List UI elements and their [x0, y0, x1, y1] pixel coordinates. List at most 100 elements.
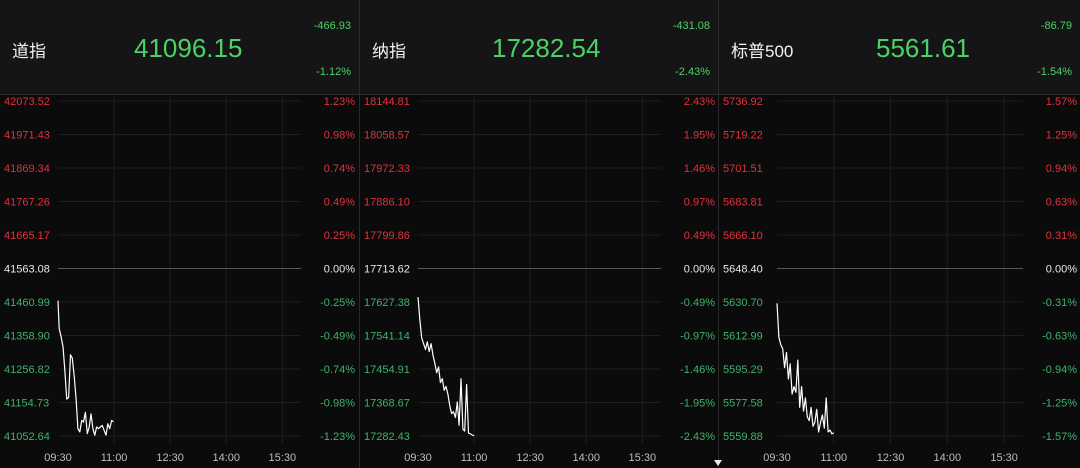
x-axis-time-label: 14:00 [212, 452, 240, 464]
y-axis-percent-label: -0.98% [320, 398, 355, 410]
y-axis-price-label: 17282.43 [364, 431, 410, 443]
y-axis-price-label: 5701.51 [723, 163, 763, 175]
y-axis-percent-label: 0.31% [1046, 230, 1077, 242]
y-axis-percent-label: 0.49% [324, 197, 355, 209]
y-axis-price-label: 5648.40 [723, 264, 763, 276]
index-name: 纳指 [372, 42, 406, 61]
index-panel-nasdaq[interactable]: 纳指 17282.54 -431.08 -2.43% 18144.81 18058… [359, 0, 718, 468]
price-line [776, 303, 835, 435]
y-axis-percent-label: 1.57% [1046, 96, 1077, 108]
y-axis-percent-label: -0.94% [1042, 364, 1077, 376]
intraday-chart-sp500[interactable]: 5736.92 5719.22 5701.51 5683.81 5666.10 5648.… [719, 95, 1080, 468]
y-axis-price-label: 17454.91 [364, 364, 410, 376]
x-axis-time-label: 12:30 [516, 452, 544, 464]
y-axis-percent-label: -0.31% [1042, 297, 1077, 309]
y-axis-price-label: 5719.22 [723, 130, 763, 142]
y-axis-price-label: 17713.62 [364, 264, 410, 276]
y-axis-price-label: 5736.92 [723, 96, 763, 108]
y-axis-price-label: 5595.29 [723, 364, 763, 376]
x-axis-time-label: 11:00 [820, 452, 847, 464]
y-axis-percent-label: -1.23% [320, 431, 355, 443]
x-axis-time-label: 15:30 [990, 452, 1018, 464]
price-line [417, 297, 475, 437]
y-axis-price-label: 41563.08 [4, 264, 50, 276]
y-axis-price-label: 18058.57 [364, 130, 410, 142]
y-axis-percent-label: 0.00% [684, 264, 715, 276]
y-axis-price-label: 17972.33 [364, 163, 410, 175]
x-axis-time-label: 15:30 [269, 452, 297, 464]
intraday-chart-dow[interactable]: 42073.52 41971.43 41869.34 41767.26 41665.17… [0, 95, 359, 468]
price-change-percent: -1.54% [1037, 66, 1072, 78]
y-axis-percent-label: -2.43% [680, 431, 715, 443]
y-axis-percent-label: 1.25% [1046, 130, 1077, 142]
y-axis-price-label: 17799.86 [364, 230, 410, 242]
price-change: -431.08 [672, 20, 710, 32]
y-axis-percent-label: -1.95% [680, 398, 715, 410]
y-axis-price-label: 41460.99 [4, 297, 50, 309]
y-axis-percent-label: -0.49% [680, 297, 715, 309]
quote-header: 道指 41096.15 -466.93 -1.12% [0, 0, 359, 95]
y-axis-percent-label: 0.49% [684, 230, 715, 242]
price-change-percent: -1.12% [316, 66, 351, 78]
y-axis-price-label: 41154.73 [4, 398, 49, 410]
y-axis-percent-label: -0.74% [320, 364, 355, 376]
y-axis-price-label: 17627.38 [364, 297, 410, 309]
y-axis-percent-label: 1.95% [684, 130, 715, 142]
index-price: 5561.61 [876, 33, 970, 63]
price-change: -86.79 [1040, 20, 1072, 32]
y-axis-percent-label: 1.23% [324, 96, 355, 108]
index-panel-dow[interactable]: 道指 41096.15 -466.93 -1.12% 42073.52 41971… [0, 0, 359, 468]
y-axis-percent-label: -1.57% [1042, 431, 1077, 443]
y-axis-percent-label: 0.00% [1046, 264, 1077, 276]
index-name: 道指 [12, 42, 46, 61]
price-change: -466.93 [313, 20, 351, 32]
y-axis-price-label: 41971.43 [4, 130, 50, 142]
x-axis-time-label: 15:30 [629, 452, 657, 464]
x-axis-time-label: 14:00 [572, 452, 600, 464]
caret-down-icon [714, 460, 722, 466]
y-axis-percent-label: 0.63% [1046, 197, 1077, 209]
y-axis-price-label: 5630.70 [723, 297, 763, 309]
y-axis-percent-label: 0.98% [324, 130, 355, 142]
y-axis-percent-label: 0.25% [324, 230, 355, 242]
y-axis-price-label: 5559.88 [723, 431, 763, 443]
x-axis-time-label: 11:00 [461, 452, 488, 464]
index-name: 标普500 [731, 42, 794, 61]
y-axis-price-label: 5683.81 [723, 197, 763, 209]
x-axis-time-label: 12:30 [877, 452, 905, 464]
y-axis-price-label: 17541.14 [364, 331, 410, 343]
y-axis-percent-label: -0.63% [1042, 331, 1077, 343]
y-axis-percent-label: -0.49% [320, 331, 355, 343]
y-axis-price-label: 41665.17 [4, 230, 50, 242]
price-change-percent: -2.43% [675, 66, 710, 78]
y-axis-price-label: 42073.52 [4, 96, 50, 108]
y-axis-price-label: 5666.10 [723, 230, 763, 242]
y-axis-price-label: 41767.26 [4, 197, 50, 209]
y-axis-price-label: 5577.58 [723, 398, 763, 410]
y-axis-percent-label: 1.46% [684, 163, 715, 175]
y-axis-price-label: 41256.82 [4, 364, 50, 376]
quote-header: 纳指 17282.54 -431.08 -2.43% [360, 0, 718, 95]
index-price: 41096.15 [134, 33, 243, 63]
y-axis-percent-label: -1.25% [1042, 398, 1077, 410]
x-axis-time-label: 11:00 [101, 452, 128, 464]
x-axis-time-label: 14:00 [934, 452, 962, 464]
y-axis-percent-label: 0.74% [324, 163, 355, 175]
y-axis-percent-label: 0.94% [1046, 163, 1077, 175]
index-panel-sp500[interactable]: 标普500 5561.61 -86.79 -1.54% 5736.92 5719.… [718, 0, 1080, 468]
intraday-chart-nasdaq[interactable]: 18144.81 18058.57 17972.33 17886.10 17799.86… [360, 95, 719, 468]
y-axis-price-label: 41869.34 [4, 163, 50, 175]
y-axis-price-label: 41052.64 [4, 431, 50, 443]
y-axis-percent-label: 2.43% [684, 96, 715, 108]
x-axis-time-label: 09:30 [44, 452, 72, 464]
y-axis-percent-label: -0.97% [680, 331, 715, 343]
y-axis-price-label: 5612.99 [723, 331, 763, 343]
y-axis-percent-label: -0.25% [320, 297, 355, 309]
y-axis-price-label: 18144.81 [364, 96, 410, 108]
y-axis-percent-label: -1.46% [680, 364, 715, 376]
y-axis-price-label: 17886.10 [364, 197, 410, 209]
index-price: 17282.54 [492, 33, 601, 63]
y-axis-price-label: 41358.90 [4, 331, 50, 343]
quote-header: 标普500 5561.61 -86.79 -1.54% [719, 0, 1080, 95]
price-line [57, 300, 114, 436]
